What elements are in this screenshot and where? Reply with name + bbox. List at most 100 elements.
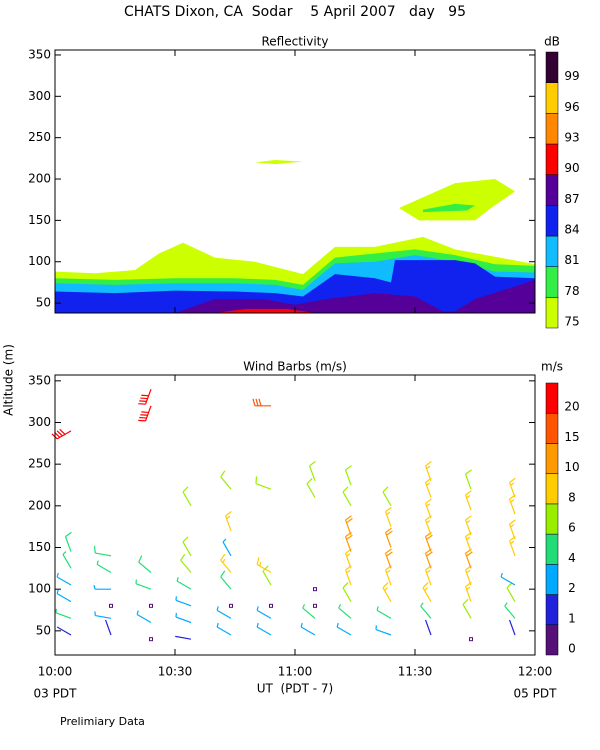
wind-barb (422, 582, 432, 602)
wind-barb (256, 606, 272, 619)
wind-barb (342, 582, 352, 602)
wind-barb (138, 405, 152, 422)
wind-barb (462, 598, 472, 619)
calm-marker (229, 603, 233, 608)
colorbar-box (545, 594, 559, 626)
x-start-label: 03 PDT (34, 687, 78, 701)
wind-barb (93, 585, 111, 590)
wind-barb (384, 565, 392, 586)
wind-barb (62, 551, 72, 569)
wind-barb (500, 572, 516, 586)
wind-barb (424, 515, 432, 536)
contour-region (423, 203, 475, 213)
wind-barb (136, 610, 152, 624)
wind-barb (175, 635, 192, 640)
wind-barb (255, 476, 272, 490)
wind-barb (180, 553, 192, 573)
wind-barb (420, 602, 432, 619)
calm-marker (313, 603, 317, 608)
wind-barb (308, 461, 316, 482)
wind-barb (508, 477, 516, 498)
wind-barb (464, 515, 472, 536)
contour-region (175, 279, 535, 313)
y-tick-label: 250 (28, 457, 51, 471)
wind-barb (375, 625, 392, 636)
colorbar-label: 81 (564, 253, 579, 267)
wind-barb (224, 511, 232, 532)
wind-barb (138, 555, 152, 573)
wind-barb (216, 606, 232, 619)
colorbar-label: 75 (564, 315, 579, 329)
colorbar-label: 10 (564, 460, 579, 474)
wind-barb (464, 581, 472, 602)
y-tick-label: 150 (28, 213, 51, 227)
wind-barb (424, 619, 432, 636)
wind-barb (464, 565, 472, 586)
wind-barb (424, 461, 432, 482)
x-axis-label: UT (PDT - 7) (257, 682, 334, 696)
x-tick-label: 11:00 (278, 665, 313, 679)
wind-barb (344, 565, 352, 586)
wind-barb (135, 579, 152, 590)
colorbar-box (545, 503, 559, 535)
wind-barb (344, 531, 353, 552)
wind-barb (56, 626, 72, 636)
colorbar-label: 20 (564, 400, 579, 414)
colorbar-box (545, 143, 559, 175)
colorbar-box (545, 113, 559, 145)
colorbar-label: 93 (564, 131, 579, 145)
colorbar-box (545, 205, 559, 237)
wind-barb (175, 596, 192, 607)
colorbar-box (545, 266, 559, 298)
colorbar-box (545, 533, 559, 565)
y-tick-label: 150 (28, 540, 51, 554)
colorbar-title: dB (544, 35, 560, 49)
wind-barb (344, 515, 353, 536)
wind-barb (256, 557, 272, 574)
x-tick-label: 10:00 (38, 665, 73, 679)
colorbar-label: 1 (568, 611, 576, 625)
y-tick-label: 50 (36, 623, 51, 637)
footnote: Prelimiary Data (60, 715, 145, 728)
calm-marker (149, 603, 153, 608)
colorbar-label: 90 (564, 161, 579, 175)
wind-barb (424, 531, 433, 552)
y-tick-label: 300 (28, 89, 51, 103)
contour-layer (55, 159, 535, 313)
wind-barb (300, 622, 316, 636)
panel-title: Reflectivity (261, 35, 328, 49)
wind-barb (220, 553, 232, 573)
colorbar-box (545, 412, 559, 444)
x-tick-label: 12:00 (518, 665, 553, 679)
contour-region (215, 308, 315, 313)
wind-barb (306, 477, 316, 498)
wind-barb (344, 465, 352, 486)
y-tick-label: 350 (28, 47, 51, 61)
colorbar-box (545, 382, 559, 414)
wind-barb (336, 622, 352, 636)
wind-barb (96, 560, 112, 574)
wind-barb (342, 486, 352, 507)
wind-barb (256, 622, 272, 636)
colorbar-label: 4 (568, 551, 576, 565)
wind-barb (508, 536, 516, 557)
wind-barb (302, 604, 316, 619)
y-tick-label: 350 (28, 373, 51, 387)
calm-marker (109, 603, 113, 608)
colorbar-box (545, 174, 559, 206)
wind-barb (176, 577, 192, 590)
wind-barb (56, 572, 72, 586)
colorbar-label: 84 (564, 223, 579, 237)
wind-barb (64, 531, 72, 552)
wind-barb (464, 548, 473, 569)
wind-barb (464, 490, 472, 511)
plot-frame (54, 374, 536, 656)
wind-barb (424, 548, 433, 569)
colorbar-label: 99 (564, 69, 579, 83)
y-tick-label: 200 (28, 172, 51, 186)
wind-barb (93, 545, 112, 557)
wind-barb (138, 388, 152, 405)
y-tick-label: 100 (28, 582, 51, 596)
wind-barb (220, 470, 232, 490)
calm-marker (469, 637, 473, 642)
